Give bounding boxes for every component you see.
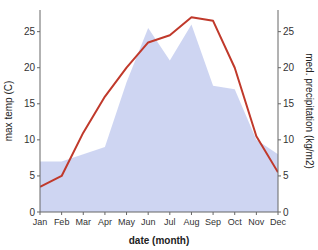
y2-tick-label: 20 xyxy=(283,62,295,73)
y2-tick-label: 0 xyxy=(283,207,289,218)
x-tick-label: Mar xyxy=(76,217,92,227)
x-tick xyxy=(169,212,170,215)
x-tick-label: Aug xyxy=(183,217,199,227)
y2-axis-title: med. precipitation (kg/m2) xyxy=(304,53,315,169)
y-tick xyxy=(37,139,40,140)
x-tick xyxy=(234,212,235,215)
y-tick xyxy=(37,67,40,68)
y-tick-label: 5 xyxy=(29,170,35,181)
y-tick-label: 0 xyxy=(29,207,35,218)
chart: JanFebMarAprMayJunJulAugSepOctNovDec0510… xyxy=(0,0,318,250)
x-tick xyxy=(61,212,62,215)
marks xyxy=(40,17,278,212)
x-axis-line xyxy=(40,212,278,213)
y-axis-title: max temp (C) xyxy=(3,81,14,142)
temperature-line xyxy=(40,17,278,187)
x-tick-label: Nov xyxy=(248,217,265,227)
x-tick-label: Feb xyxy=(54,217,70,227)
y2-tick xyxy=(278,31,281,32)
y2-tick-label: 5 xyxy=(283,170,289,181)
y2-tick xyxy=(278,103,281,104)
y-tick xyxy=(37,212,40,213)
x-tick-label: Jul xyxy=(164,217,176,227)
x-tick xyxy=(83,212,84,215)
y-tick xyxy=(37,103,40,104)
y2-tick xyxy=(278,67,281,68)
x-tick-label: Apr xyxy=(98,217,112,227)
y-tick-label: 25 xyxy=(24,26,36,37)
y2-tick-label: 15 xyxy=(283,98,295,109)
x-axis-title: date (month) xyxy=(129,235,190,246)
x-tick xyxy=(104,212,105,215)
x-tick-label: Dec xyxy=(270,217,287,227)
y-axis-line xyxy=(40,10,41,212)
x-tick xyxy=(213,212,214,215)
y2-tick-label: 10 xyxy=(283,134,295,145)
x-tick-label: May xyxy=(118,217,136,227)
y-tick xyxy=(37,31,40,32)
x-tick-label: Jun xyxy=(141,217,156,227)
x-tick-label: Oct xyxy=(228,217,243,227)
y-tick-label: 10 xyxy=(24,134,36,145)
precipitation-area xyxy=(40,24,278,212)
y2-tick xyxy=(278,139,281,140)
x-tick xyxy=(256,212,257,215)
x-tick-label: Sep xyxy=(205,217,221,227)
x-tick xyxy=(148,212,149,215)
x-tick xyxy=(191,212,192,215)
axes: JanFebMarAprMayJunJulAugSepOctNovDec0510… xyxy=(24,10,295,227)
x-tick xyxy=(126,212,127,215)
y2-tick-label: 25 xyxy=(283,26,295,37)
y-tick-label: 15 xyxy=(24,98,36,109)
y-tick-label: 20 xyxy=(24,62,36,73)
y2-axis-line xyxy=(278,10,279,212)
y2-tick xyxy=(278,212,281,213)
y-tick xyxy=(37,175,40,176)
x-tick-label: Jan xyxy=(33,217,48,227)
y2-tick xyxy=(278,175,281,176)
